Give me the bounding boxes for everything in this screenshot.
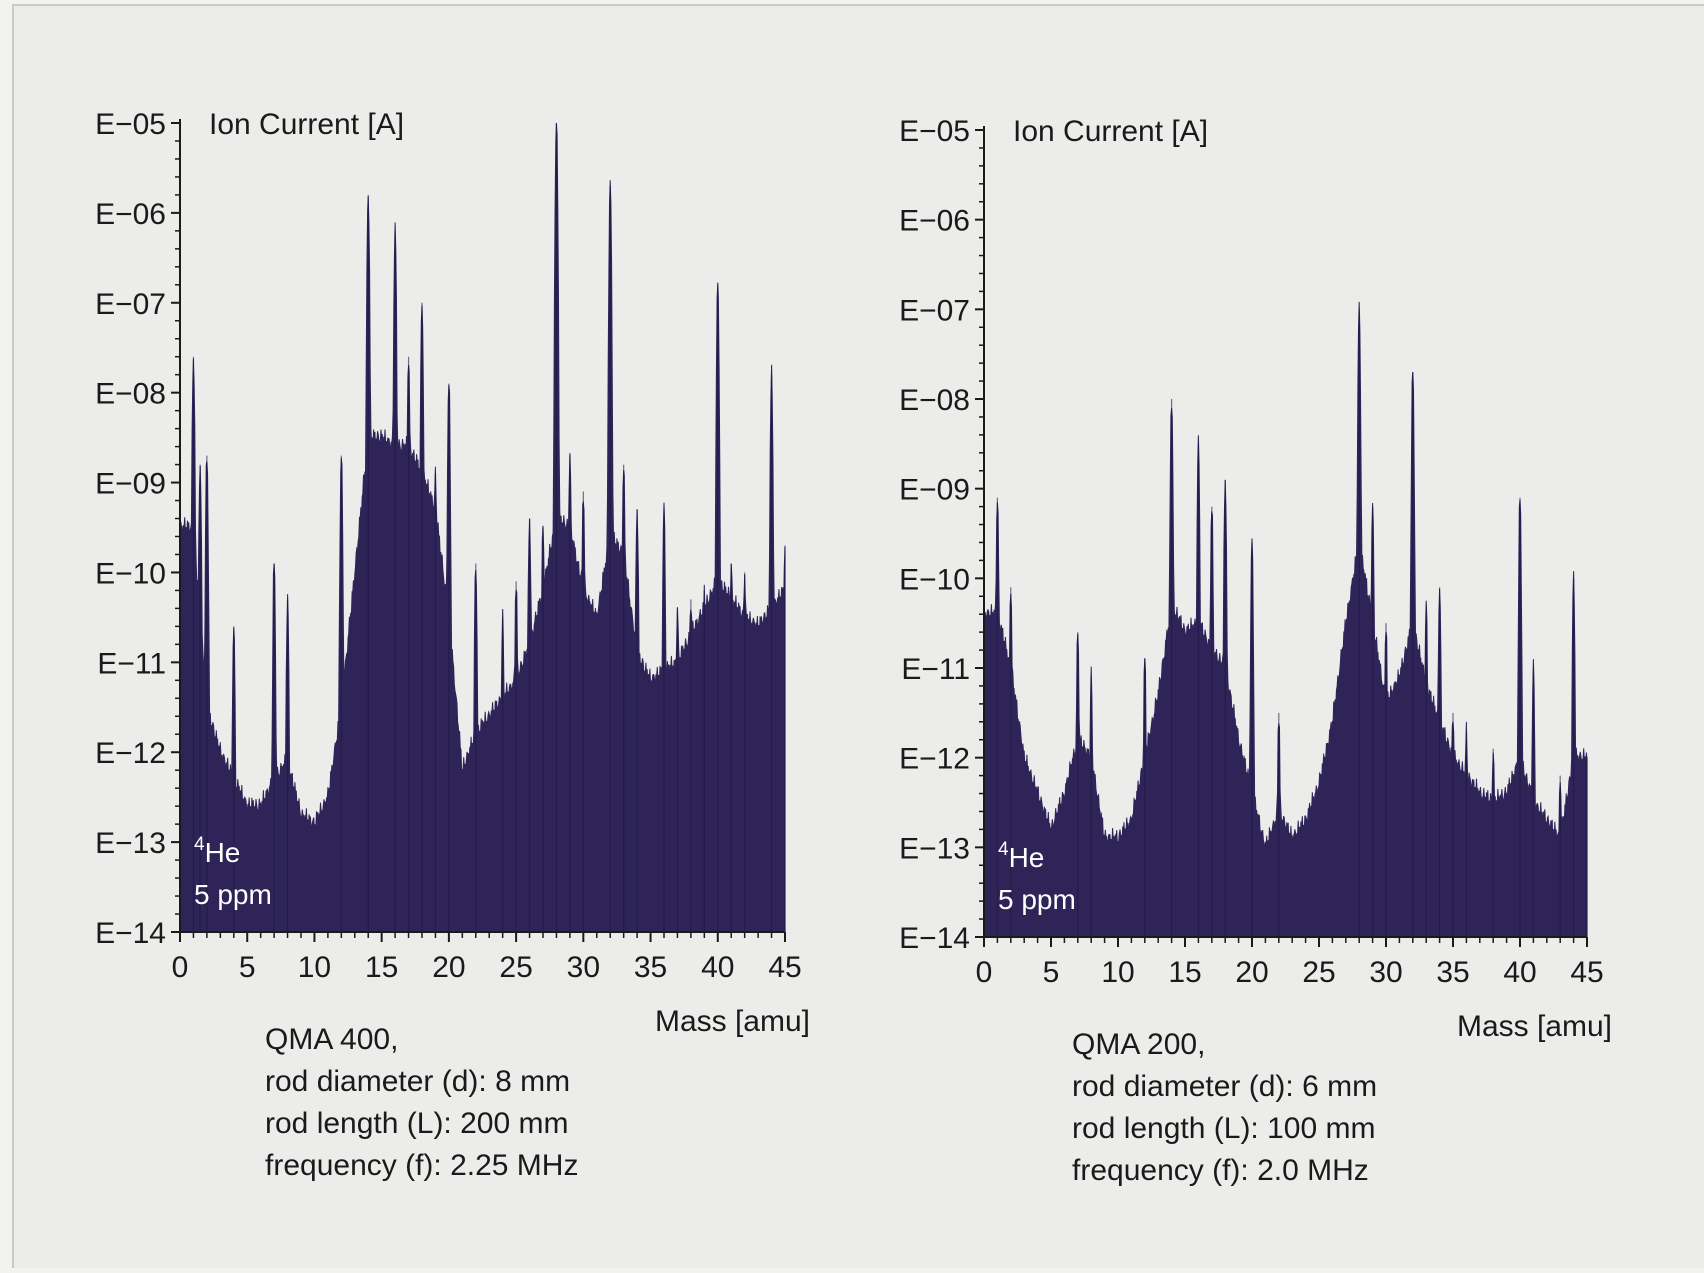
- x-tick-label: 25: [499, 951, 532, 984]
- inset-concentration: 5 ppm: [998, 884, 1076, 915]
- figure-frame: [12, 4, 1704, 1268]
- inset-isotope-mass: 4: [998, 839, 1009, 860]
- y-tick-label: E−06: [95, 198, 166, 231]
- y-tick-label: E−08: [95, 378, 166, 411]
- x-tick-label: 30: [567, 951, 600, 984]
- x-tick-label: 25: [1302, 956, 1335, 989]
- y-tick-label: E−14: [899, 922, 970, 955]
- spectrum-area: [983, 301, 1588, 938]
- x-tick-label: 40: [701, 951, 734, 984]
- x-tick-label: 10: [298, 951, 331, 984]
- y-tick-label: E−08: [899, 384, 970, 417]
- caption-model: QMA 200,: [1072, 1028, 1206, 1061]
- inset-element: He: [205, 837, 241, 868]
- inset-isotope-label: 4He: [194, 834, 240, 868]
- y-tick-label: E−07: [95, 288, 166, 321]
- x-tick-label: 20: [1235, 956, 1268, 989]
- x-tick-label: 35: [634, 951, 667, 984]
- caption-rod-length: rod length (L): 100 mm: [1072, 1112, 1376, 1145]
- y-tick-label: E−11: [97, 647, 166, 680]
- caption-qma-400: QMA 400, rod diameter (d): 8 mm rod leng…: [265, 1019, 578, 1187]
- x-tick-label: 45: [1570, 956, 1603, 989]
- y-tick-label: E−05: [899, 115, 970, 148]
- y-axis-title: Ion Current [A]: [209, 108, 404, 141]
- caption-frequency: frequency (f): 2.0 MHz: [1072, 1154, 1369, 1187]
- caption-model: QMA 400,: [265, 1023, 399, 1056]
- x-tick-label: 0: [172, 951, 189, 984]
- spectrum-area: [179, 122, 786, 933]
- y-tick-label: E−10: [899, 563, 970, 596]
- inset-isotope-mass: 4: [194, 834, 205, 855]
- x-axis-title: Mass [amu]: [1457, 1010, 1612, 1043]
- y-axis-title: Ion Current [A]: [1013, 115, 1208, 148]
- y-tick-label: E−06: [899, 205, 970, 238]
- x-tick-label: 10: [1101, 956, 1134, 989]
- caption-frequency: frequency (f): 2.25 MHz: [265, 1149, 579, 1182]
- x-tick-label: 20: [432, 951, 465, 984]
- y-tick-label: E−13: [899, 832, 970, 865]
- y-tick-label: E−14: [95, 917, 166, 950]
- x-tick-label: 40: [1503, 956, 1536, 989]
- caption-rod-length: rod length (L): 200 mm: [265, 1107, 569, 1140]
- y-tick-label: E−05: [95, 108, 166, 141]
- y-tick-label: E−07: [899, 294, 970, 327]
- x-tick-label: 30: [1369, 956, 1402, 989]
- caption-rod-diameter: rod diameter (d): 8 mm: [265, 1065, 571, 1098]
- x-tick-label: 5: [239, 951, 256, 984]
- x-axis-title: Mass [amu]: [655, 1005, 810, 1038]
- chart-qma-200: E−05 E−06 E−07 E−08 E−09 E−10 E−11 E−12 E−13 E−14…: [899, 115, 1612, 1043]
- y-tick-label: E−12: [899, 743, 970, 776]
- caption-rod-diameter: rod diameter (d): 6 mm: [1072, 1070, 1378, 1103]
- y-tick-label: E−12: [95, 737, 166, 770]
- y-tick-label: E−13: [95, 827, 166, 860]
- x-tick-label: 15: [365, 951, 398, 984]
- inset-element: He: [1009, 842, 1045, 873]
- x-tick-label: 5: [1043, 956, 1060, 989]
- y-tick-label: E−11: [901, 653, 970, 686]
- caption-qma-200: QMA 200, rod diameter (d): 6 mm rod leng…: [1072, 1024, 1377, 1192]
- y-tick-label: E−09: [899, 474, 970, 507]
- inset-concentration: 5 ppm: [194, 879, 272, 910]
- y-tick-label: E−09: [95, 468, 166, 501]
- x-tick-label: 45: [768, 951, 801, 984]
- x-tick-label: 15: [1168, 956, 1201, 989]
- x-tick-label: 35: [1436, 956, 1469, 989]
- y-tick-label: E−10: [95, 557, 166, 590]
- chart-qma-400: E−05 E−06 E−07 E−08 E−09 E−10 E−11 E−12 E−13 E−14…: [95, 108, 810, 1038]
- x-tick-label: 0: [976, 956, 993, 989]
- inset-isotope-label: 4He: [998, 839, 1044, 873]
